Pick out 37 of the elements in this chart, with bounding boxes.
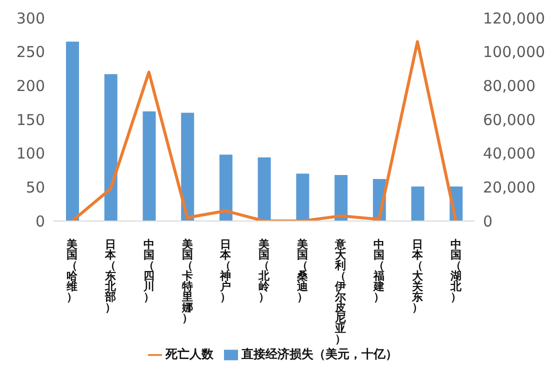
y2-tick-label: 60,000 bbox=[483, 110, 536, 129]
y-tick-label: 50 bbox=[26, 178, 45, 196]
y-tick-label: 150 bbox=[16, 110, 45, 129]
bar bbox=[258, 157, 271, 221]
y-tick-label: 0 bbox=[35, 212, 45, 230]
y-tick-label: 300 bbox=[16, 9, 45, 28]
x-tick-label: 美国（卡特里娜） bbox=[180, 238, 193, 324]
x-tick-label: 美国（桑迪） bbox=[296, 238, 309, 304]
bar bbox=[66, 42, 79, 221]
bar bbox=[142, 111, 156, 221]
y-tick-label: 100 bbox=[16, 144, 45, 163]
x-tick-label: 中国（四川） bbox=[142, 238, 154, 304]
x-tick-label: 中国（湖北） bbox=[449, 238, 462, 304]
x-tick-label: 美国（哈维） bbox=[66, 238, 79, 304]
x-tick-label: 日本（东北部） bbox=[104, 238, 118, 314]
y2-tick-label: 20,000 bbox=[483, 178, 536, 196]
y-tick-label: 250 bbox=[16, 43, 45, 62]
y2-tick-label: 0 bbox=[483, 212, 493, 230]
line-series bbox=[70, 40, 458, 221]
y2-tick-label: 40,000 bbox=[483, 144, 536, 163]
bar bbox=[334, 174, 348, 221]
category-label: 意大利（伊尔皮尼亚） bbox=[335, 238, 346, 346]
legend-label: 死亡人数 bbox=[166, 347, 214, 361]
y2-tick-label: 80,000 bbox=[483, 76, 536, 95]
bar bbox=[104, 74, 118, 221]
bar bbox=[296, 174, 310, 221]
x-tick-label: 日本（大关东） bbox=[410, 238, 424, 314]
y2-tick-label: 120,000 bbox=[483, 9, 546, 28]
y2-tick-label: 100,000 bbox=[483, 43, 546, 62]
legend-label: 直接经济损失（美元，十亿） bbox=[242, 347, 398, 361]
bar bbox=[181, 112, 194, 221]
bar bbox=[411, 186, 424, 221]
x-tick-label: 日本（神户） bbox=[219, 238, 232, 304]
bar bbox=[219, 154, 232, 221]
x-tick-label: 美国（北岭） bbox=[258, 238, 270, 304]
y-tick-label: 200 bbox=[16, 76, 45, 95]
x-tick-label: 中国（福建） bbox=[372, 238, 385, 304]
